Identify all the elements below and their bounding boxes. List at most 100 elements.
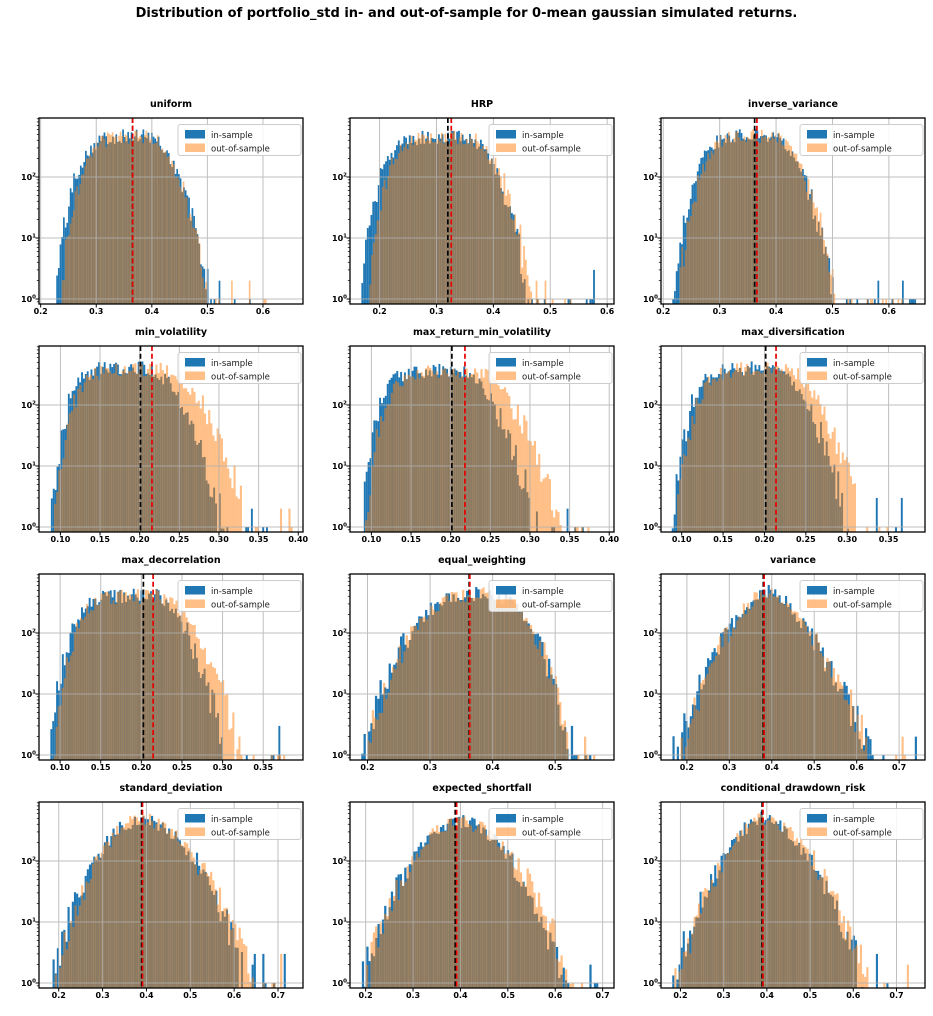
svg-text:0.7: 0.7 — [889, 991, 903, 1000]
legend-in-sample-label: in-sample — [522, 359, 564, 369]
subplot-hrp: 0.2 0.3 0.4 0.5 0.6 100 101 102 in-sample out-of-… — [311, 88, 622, 316]
axes-frame — [38, 801, 304, 989]
y-tick-labels: 100 101 102 — [21, 173, 36, 305]
legend-in-sample-swatch — [496, 358, 516, 367]
legend-out-of-sample-swatch — [185, 599, 205, 608]
tick-marks — [35, 404, 299, 536]
svg-text:101: 101 — [21, 462, 36, 472]
legend-out-of-sample-swatch — [496, 599, 516, 608]
legend-out-of-sample-label: out-of-sample — [522, 601, 581, 611]
legend: in-sample out-of-sample — [799, 124, 924, 156]
legend-in-sample-label: in-sample — [522, 587, 564, 597]
subplot-max-diversification: 0.10 0.15 0.20 0.25 0.30 0.35 100 101 102 in-samp… — [622, 316, 933, 544]
subplot-title: max_decorrelation — [121, 555, 221, 566]
legend-out-of-sample-swatch — [185, 827, 205, 836]
svg-text:0.10: 0.10 — [672, 535, 692, 544]
subplot-title: conditional_drawdown_risk — [720, 783, 866, 794]
tick-marks — [346, 404, 610, 536]
legend-out-of-sample-label: out-of-sample — [522, 829, 581, 839]
svg-text:101: 101 — [332, 918, 347, 928]
x-tick-labels: 0.10 0.15 0.20 0.25 0.30 0.35 0.40 — [51, 535, 309, 544]
svg-text:0.30: 0.30 — [520, 535, 540, 544]
svg-text:0.6: 0.6 — [256, 307, 271, 316]
plot-canvas: 0.2 0.3 0.4 0.5 0.6 0.7 100 101 102 in-sample out-… — [21, 801, 304, 1000]
minor-tick-marks — [658, 346, 661, 531]
x-tick-labels: 0.2 0.3 0.4 0.5 0.6 0.7 — [673, 991, 903, 1000]
plot-canvas: 0.2 0.3 0.4 0.5 100 101 102 in-sample out-of-sam… — [332, 573, 615, 772]
legend-out-of-sample-label: out-of-sample — [522, 373, 581, 383]
svg-text:0.7: 0.7 — [271, 991, 285, 1000]
legend-in-sample-label: in-sample — [211, 359, 253, 369]
svg-text:0.40: 0.40 — [288, 535, 308, 544]
tick-marks — [35, 176, 264, 308]
y-tick-labels: 100 101 102 — [643, 401, 658, 533]
svg-text:0.25: 0.25 — [796, 535, 816, 544]
axes-frame — [349, 345, 615, 533]
axes-frame — [38, 117, 304, 305]
svg-text:0.30: 0.30 — [837, 535, 857, 544]
subplot-variance: 0.2 0.3 0.4 0.5 0.6 0.7 100 101 102 in-sample out-… — [622, 544, 933, 772]
plot-canvas: 0.10 0.15 0.20 0.25 0.30 0.35 0.40 100 101 102 in-… — [21, 345, 309, 544]
legend-in-sample-label: in-sample — [211, 815, 253, 825]
svg-text:0.5: 0.5 — [543, 307, 558, 316]
legend-out-of-sample-label: out-of-sample — [833, 145, 892, 155]
out-of-sample-histogram — [53, 589, 286, 760]
svg-text:0.15: 0.15 — [401, 535, 421, 544]
legend-out-of-sample-label: out-of-sample — [833, 601, 892, 611]
subplot-title: max_diversification — [741, 327, 845, 338]
out-of-sample-histogram — [54, 362, 293, 532]
svg-text:0.3: 0.3 — [423, 763, 437, 772]
svg-text:0.5: 0.5 — [501, 991, 516, 1000]
svg-text:0.2: 0.2 — [680, 763, 694, 772]
svg-text:0.7: 0.7 — [596, 991, 610, 1000]
svg-text:101: 101 — [643, 690, 658, 700]
out-of-sample-histogram — [367, 587, 596, 760]
y-tick-labels: 100 101 102 — [643, 629, 658, 761]
svg-text:0.2: 0.2 — [373, 307, 387, 316]
y-tick-labels: 100 101 102 — [21, 857, 36, 989]
out-of-sample-histogram — [674, 813, 909, 988]
svg-text:100: 100 — [21, 751, 36, 761]
subplot-inverse-variance: 0.2 0.3 0.4 0.5 0.6 100 101 102 in-sample out-of-… — [622, 88, 933, 316]
y-tick-labels: 100 101 102 — [332, 401, 347, 533]
svg-text:0.2: 0.2 — [52, 991, 66, 1000]
svg-text:0.20: 0.20 — [130, 535, 150, 544]
svg-text:0.10: 0.10 — [50, 763, 70, 772]
legend-out-of-sample-swatch — [496, 827, 516, 836]
x-tick-labels: 0.10 0.15 0.20 0.25 0.30 0.35 — [672, 535, 899, 544]
legend-out-of-sample-label: out-of-sample — [211, 145, 270, 155]
legend-out-of-sample-swatch — [807, 143, 827, 152]
out-of-sample-histogram — [679, 129, 903, 304]
legend-out-of-sample-label: out-of-sample — [833, 373, 892, 383]
legend: in-sample out-of-sample — [799, 808, 924, 840]
y-tick-labels: 100 101 102 — [21, 629, 36, 761]
svg-text:0.25: 0.25 — [172, 763, 192, 772]
out-of-sample-histogram — [369, 130, 572, 304]
out-of-sample-histogram — [61, 130, 267, 304]
plot-canvas: 0.2 0.3 0.4 0.5 0.6 100 101 102 in-sample out-of-… — [21, 117, 304, 316]
svg-text:0.30: 0.30 — [209, 535, 229, 544]
svg-text:0.2: 0.2 — [359, 991, 373, 1000]
axes-frame — [38, 573, 304, 761]
tick-marks — [657, 404, 890, 536]
legend: in-sample out-of-sample — [177, 124, 302, 156]
svg-text:100: 100 — [332, 751, 347, 761]
svg-text:0.2: 0.2 — [34, 307, 48, 316]
subplot-title: uniform — [149, 99, 193, 110]
svg-text:0.4: 0.4 — [769, 307, 784, 316]
subplot-title: min_volatility — [134, 327, 208, 338]
legend-in-sample-label: in-sample — [522, 131, 564, 141]
minor-tick-marks — [347, 574, 350, 759]
legend: in-sample out-of-sample — [177, 580, 302, 612]
axes-frame — [660, 345, 926, 533]
minor-tick-marks — [658, 118, 661, 303]
legend-in-sample-swatch — [807, 358, 827, 367]
legend: in-sample out-of-sample — [177, 352, 302, 384]
svg-text:0.6: 0.6 — [882, 307, 897, 316]
legend-out-of-sample-swatch — [496, 371, 516, 380]
axes-frame — [660, 117, 926, 305]
svg-text:0.10: 0.10 — [362, 535, 382, 544]
svg-text:102: 102 — [21, 857, 36, 867]
svg-text:0.3: 0.3 — [717, 991, 731, 1000]
